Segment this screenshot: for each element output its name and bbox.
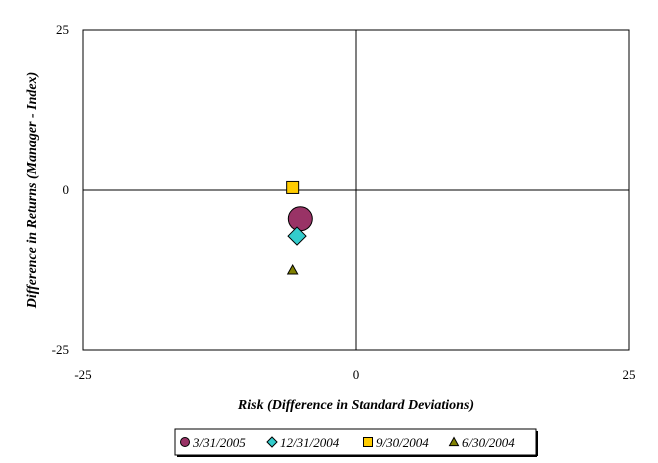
legend-marker-circle bbox=[180, 437, 190, 447]
y-tick-label: -25 bbox=[52, 342, 69, 357]
legend-marker-diamond bbox=[266, 436, 278, 448]
x-tick-label: 25 bbox=[623, 367, 636, 382]
legend-marker-triangle bbox=[448, 436, 460, 447]
legend-label: 3/31/2005 bbox=[192, 435, 246, 450]
data-point-square bbox=[286, 180, 300, 194]
y-tick-label: 0 bbox=[63, 182, 70, 197]
legend-box bbox=[174, 428, 537, 456]
data-point-diamond bbox=[287, 226, 307, 246]
legend-label: 9/30/2004 bbox=[376, 435, 429, 450]
legend-marker-square bbox=[363, 437, 373, 447]
x-tick-label: 0 bbox=[353, 367, 360, 382]
legend-label: 6/30/2004 bbox=[462, 435, 515, 450]
legend: 3/31/2005 12/31/2004 9/30/2004 6/30/2004 bbox=[174, 428, 538, 457]
data-point-triangle bbox=[286, 263, 299, 275]
y-axis-title: Difference in Returns (Manager - Index) bbox=[25, 72, 40, 310]
data-point-circle bbox=[287, 206, 313, 232]
x-axis-title: Risk (Difference in Standard Deviations) bbox=[237, 398, 474, 413]
y-tick-label: 25 bbox=[56, 22, 69, 37]
x-tick-label: -25 bbox=[74, 367, 91, 382]
legend-label: 12/31/2004 bbox=[280, 435, 340, 450]
